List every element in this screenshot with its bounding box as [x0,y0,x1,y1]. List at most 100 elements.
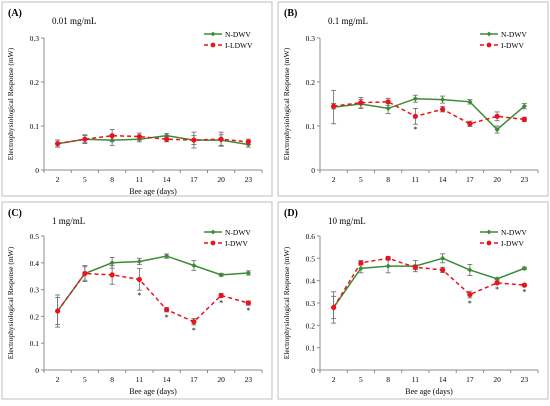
data-point [494,280,500,286]
legend-label: I-DWV [501,41,524,50]
y-tick-label: 0.5 [306,254,316,263]
chart-title: 10 mg/mL [328,216,366,226]
data-point [82,136,88,142]
data-point [331,103,337,109]
x-tick-label: 5 [83,175,87,184]
data-point [440,97,446,103]
panel-label: (A) [8,8,22,19]
series-line [332,257,525,308]
series-line [57,134,249,146]
panel-label: (B) [284,8,297,19]
y-tick-label: 0.2 [30,312,40,321]
legend-label: I-DWV [501,239,524,248]
y-tick-label: 0.3 [306,34,316,43]
data-point [440,255,446,261]
y-tick-label: 0 [311,366,315,375]
data-point [385,255,391,261]
chart-panel-d: (D) 10 mg/mL 0 0.1 0.2 0.3 0.4 0.5 0.6 2 5 8 11 14 17 2… [277,201,549,400]
y-tick-label: 0.1 [306,122,316,131]
significance-marker: * [522,287,526,296]
data-point [218,136,224,142]
data-point [191,137,197,143]
data-point [467,121,473,127]
x-tick-label: 17 [190,175,198,184]
data-point [136,133,142,140]
panel-label: (C) [8,208,22,219]
data-point [164,136,170,142]
data-point [440,106,446,112]
legend-label: N-DWV [225,30,251,39]
legend-marker [486,240,492,246]
x-tick-label: 11 [136,375,143,384]
y-tick-label: 0 [35,366,39,375]
legend-label: N-DWV [501,30,527,39]
x-tick-label: 14 [163,375,171,384]
data-point [191,319,197,325]
data-point [109,133,115,139]
series-line [333,101,525,125]
x-tick-label: 2 [332,375,336,384]
y-axis-title: Electrophysiological Response (mW) [282,246,291,359]
significance-marker: * [165,313,169,322]
data-point [385,99,391,105]
data-point [245,300,251,306]
legend-marker [210,31,216,37]
data-point [412,96,418,102]
significance-marker: * [413,125,417,134]
data-point [385,105,391,111]
y-axis-title: Electrophysiological Response (mW) [6,47,15,160]
y-tick-label: 0.1 [30,339,40,348]
y-tick-label: 0.5 [30,232,40,241]
series-line [333,257,525,308]
x-tick-label: 11 [412,175,419,184]
x-tick-label: 17 [190,375,198,384]
chart-title: 1 mg/mL [52,216,85,226]
data-point [164,307,170,313]
data-point [82,270,88,277]
x-tick-label: 5 [83,375,87,384]
y-axis-title: Electrophysiological Response (mW) [282,47,291,160]
series-line [57,255,249,312]
data-point [521,103,527,109]
x-tick-label: 20 [493,375,501,384]
y-tick-label: 0.3 [306,299,316,308]
y-tick-label: 0.2 [306,78,316,87]
y-tick-label: 0.4 [306,277,316,286]
data-point [358,260,364,266]
data-point [218,272,224,278]
chart-panel-a: (A) 0.01 mg/mL 0 0.1 0.2 0.3 2 5 8 11 14 17 20 23 Bee … [1,1,273,197]
data-point [191,262,197,269]
x-tick-label: 5 [359,375,363,384]
data-point [55,308,61,314]
data-point [55,141,61,147]
data-point [164,253,170,259]
data-point [521,265,527,271]
x-tick-label: 14 [439,175,447,184]
data-point [358,100,364,106]
data-point [467,267,473,273]
x-tick-label: 20 [217,375,225,384]
y-tick-label: 0 [35,166,39,175]
data-point [358,265,364,271]
y-tick-label: 0.6 [306,232,316,241]
significance-marker: * [192,326,196,335]
x-tick-label: 23 [245,375,253,384]
y-tick-label: 0.4 [30,259,40,268]
series-line [333,97,525,131]
x-axis-title: Bee age (days) [405,387,453,396]
y-tick-label: 0.3 [30,34,40,43]
legend-marker [486,31,492,37]
data-point [136,258,142,265]
x-tick-label: 2 [56,175,60,184]
legend-marker [486,42,492,48]
significance-marker: * [495,285,499,294]
data-point [412,113,418,119]
data-point [245,270,251,276]
series-i-ldwv [55,129,251,149]
x-tick-label: 11 [136,175,143,184]
data-point [385,263,391,269]
x-tick-label: 2 [332,175,336,184]
x-tick-label: 14 [439,375,447,384]
